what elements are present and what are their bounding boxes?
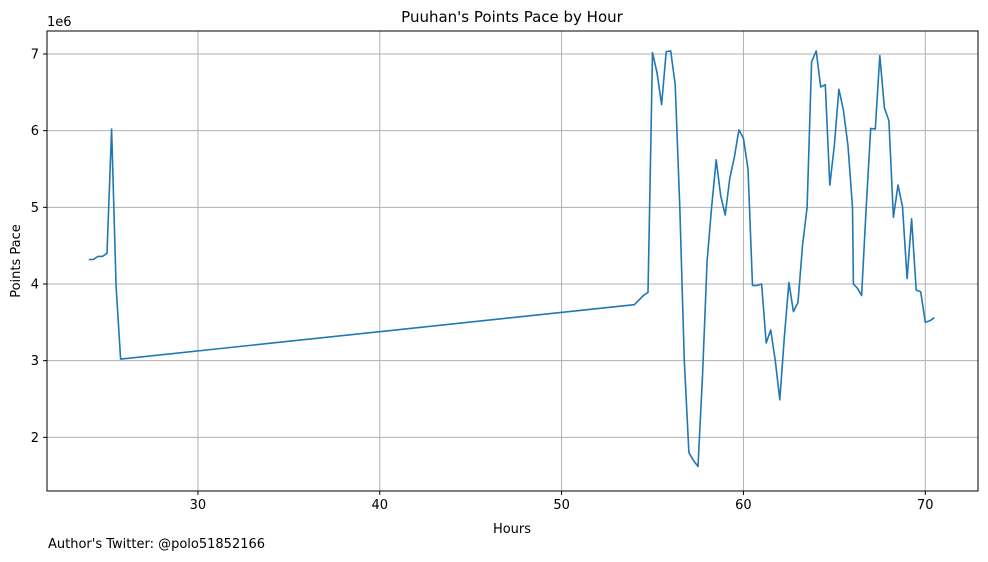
series-line-points-pace [88,50,935,468]
y-axis-label: Points Pace [9,224,24,298]
y-tick-label: 4 [31,278,39,293]
y-axis-offset-label: 1e6 [47,15,72,30]
y-tick-label: 3 [31,354,39,369]
y-tick-label: 7 [31,48,39,63]
plot-frame [46,30,979,492]
x-tick-label: 30 [190,498,207,513]
y-tick-label: 2 [31,431,39,446]
x-tick-label: 70 [917,498,934,513]
grid-lines [47,31,978,491]
x-axis-ticks: 30 40 50 60 70 [190,491,934,513]
y-tick-label: 6 [31,124,39,139]
author-credit: Author's Twitter: @polo51852166 [48,537,266,552]
x-axis-label: Hours [493,522,531,537]
x-tick-label: 50 [553,498,570,513]
chart-title: Puuhan's Points Pace by Hour [401,8,623,26]
y-axis-ticks: 2 3 4 5 6 7 [31,48,47,446]
x-tick-label: 40 [371,498,388,513]
x-tick-label: 60 [735,498,752,513]
y-tick-label: 5 [31,201,39,216]
